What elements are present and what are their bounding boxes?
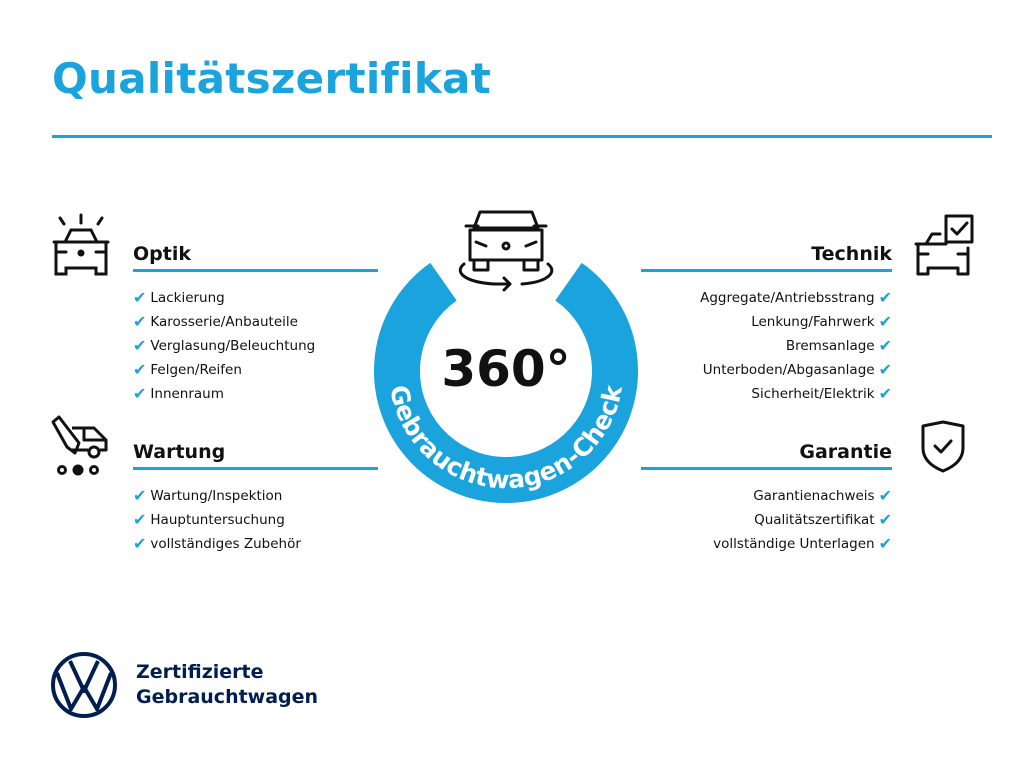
list-item: ✔ vollständiges Zubehör	[133, 532, 378, 556]
section-optik: Optik ✔ Lackierung ✔ Karosserie/Anbauteile…	[133, 239, 378, 406]
list-item: Lenkung/Fahrwerk ✔	[641, 310, 892, 334]
item-label: Qualitätszertifikat	[754, 512, 875, 528]
check-icon: ✔	[878, 336, 892, 355]
check-icon: ✔	[133, 336, 147, 355]
section-divider	[133, 269, 378, 272]
item-label: Aggregate/Antriebsstrang	[700, 290, 875, 306]
check-icon: ✔	[133, 312, 147, 331]
car-checklist-icon	[914, 214, 974, 276]
check-icon: ✔	[133, 288, 147, 307]
check-icon: ✔	[133, 510, 147, 529]
list-item: Unterboden/Abgasanlage ✔	[641, 358, 892, 382]
list-item: Aggregate/Antriebsstrang ✔	[641, 286, 892, 310]
page-title: Qualitätszertifikat	[52, 54, 492, 103]
list-item: Qualitätszertifikat ✔	[641, 508, 892, 532]
list-item: ✔ Wartung/Inspektion	[133, 484, 378, 508]
item-label: Verglasung/Beleuchtung	[150, 338, 316, 354]
brand-line-2: Gebrauchtwagen	[136, 686, 319, 708]
item-label: Felgen/Reifen	[150, 362, 242, 378]
check-icon: ✔	[878, 486, 892, 505]
check-icon: ✔	[133, 486, 147, 505]
list-item: ✔ Verglasung/Beleuchtung	[133, 334, 378, 358]
vw-logo	[51, 652, 117, 718]
list-item: Bremsanlage ✔	[641, 334, 892, 358]
section-technik: Technik Aggregate/Antriebsstrang ✔ Lenkun…	[641, 239, 892, 406]
section-title: Garantie	[799, 441, 892, 463]
ring-arc	[374, 262, 638, 503]
check-icon: ✔	[878, 288, 892, 307]
list-item: ✔ Lackierung	[133, 286, 378, 310]
list-item: ✔ Karosserie/Anbauteile	[133, 310, 378, 334]
check-icon: ✔	[133, 384, 147, 403]
brand-line-1: Zertifizierte	[136, 661, 264, 683]
section-divider	[133, 467, 378, 470]
item-label: Wartung/Inspektion	[150, 488, 283, 504]
list-item: ✔ Felgen/Reifen	[133, 358, 378, 382]
brand-text: Zertifizierte Gebrauchtwagen	[136, 660, 318, 710]
degree-label: 360°	[441, 340, 571, 398]
section-title: Technik	[811, 243, 892, 265]
list-item: ✔ Innenraum	[133, 382, 378, 406]
title-divider	[52, 135, 992, 138]
list-item: vollständige Unterlagen ✔	[641, 532, 892, 556]
check-ring: Gebrauchtwagen-Check	[374, 262, 638, 503]
service-van-icon	[51, 415, 108, 476]
item-label: Garantienachweis	[753, 488, 875, 504]
car-rotate-icon	[458, 210, 554, 292]
check-icon: ✔	[878, 360, 892, 379]
item-label: Innenraum	[150, 386, 224, 402]
item-label: Lackierung	[150, 290, 225, 306]
check-icon: ✔	[878, 384, 892, 403]
section-garantie: Garantie Garantienachweis ✔ Qualitätszert…	[641, 437, 892, 556]
item-label: Sicherheit/Elektrik	[751, 386, 875, 402]
item-label: Bremsanlage	[785, 338, 875, 354]
list-item: Sicherheit/Elektrik ✔	[641, 382, 892, 406]
item-label: Unterboden/Abgasanlage	[702, 362, 875, 378]
list-item: Garantienachweis ✔	[641, 484, 892, 508]
section-divider	[641, 467, 892, 470]
item-label: Lenkung/Fahrwerk	[751, 314, 875, 330]
section-title: Optik	[133, 243, 191, 265]
section-wartung: Wartung ✔ Wartung/Inspektion ✔ Hauptunters…	[133, 437, 378, 556]
item-label: Hauptuntersuchung	[150, 512, 285, 528]
check-icon: ✔	[133, 534, 147, 553]
list-item: ✔ Hauptuntersuchung	[133, 508, 378, 532]
item-label: vollständige Unterlagen	[713, 536, 875, 552]
item-label: vollständiges Zubehör	[150, 536, 301, 552]
check-icon: ✔	[878, 510, 892, 529]
section-title: Wartung	[133, 441, 226, 463]
shield-check-icon	[921, 420, 965, 473]
item-label: Karosserie/Anbauteile	[150, 314, 298, 330]
car-lights-icon	[52, 213, 110, 276]
check-icon: ✔	[878, 534, 892, 553]
section-divider	[641, 269, 892, 272]
check-icon: ✔	[133, 360, 147, 379]
check-icon: ✔	[878, 312, 892, 331]
